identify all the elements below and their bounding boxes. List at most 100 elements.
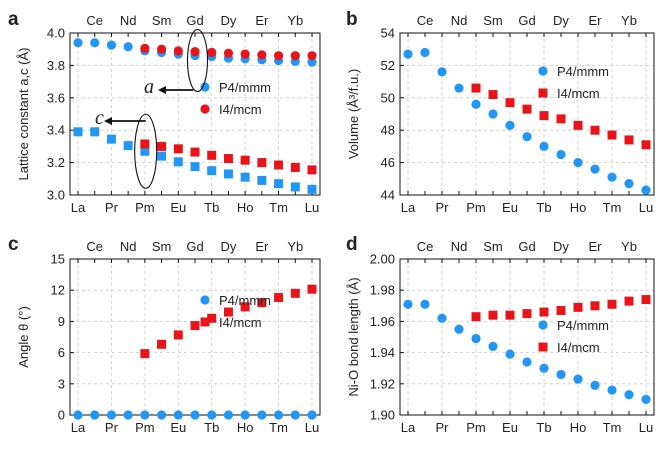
annotation-label-c: c (95, 107, 104, 129)
x-tick-label: Eu (170, 420, 186, 435)
data-point (590, 301, 600, 311)
panel-a: 3.0 3.2 3.4 3.6 3.8 4.0 La Ce Pr Nd Pm Sm Eu Gd Tb Dy Ho… (8, 9, 321, 215)
data-point (590, 380, 600, 390)
data-point (307, 57, 317, 67)
y-axis-label: Ni-O bond length (Å) (346, 277, 361, 396)
data-point (573, 120, 583, 130)
x-tick-label: Pm (466, 200, 486, 215)
panel-c: 0 3 6 9 12 15 La Ce Pr Nd Pm Sm Eu Gd Tb Dy Ho Er Tm Yb Lu An… (8, 234, 321, 435)
data-point (522, 309, 532, 319)
x-tick-label: La (401, 420, 416, 435)
x-tick-label-top: Er (255, 13, 269, 28)
legend-marker (200, 104, 210, 114)
y-axis-label: Lattice constant a,c (Å) (16, 48, 31, 181)
data-point (307, 51, 317, 61)
data-point (223, 410, 234, 420)
data-point (556, 114, 566, 124)
data-point (437, 67, 447, 77)
data-point (207, 150, 217, 160)
data-point (471, 83, 481, 93)
x-tick-label: Tb (536, 200, 551, 215)
data-point (207, 313, 217, 323)
data-point (454, 324, 464, 334)
data-point (607, 172, 617, 182)
y-tick-label: 3.2 (47, 155, 65, 170)
data-point (274, 292, 284, 302)
data-point (403, 299, 413, 309)
x-tick-label: Lu (305, 420, 319, 435)
data-point (207, 166, 217, 176)
y-tick-label: 50 (381, 90, 395, 105)
x-tick-label: Pr (436, 420, 450, 435)
legend-marker (200, 82, 210, 92)
x-tick-label-top: Yb (287, 13, 303, 28)
x-tick-label: Lu (639, 200, 653, 215)
x-tick-label: La (71, 420, 86, 435)
x-tick-label: La (71, 200, 86, 215)
x-tick-label: Eu (502, 200, 518, 215)
legend-label: P4/mmm (557, 64, 609, 79)
data-point (471, 312, 481, 322)
data-point (420, 47, 430, 58)
panel-d: 1.90 1.92 1.94 1.96 1.98 2.00 La Ce Pr Nd Pm Sm Eu Gd… (346, 234, 655, 435)
data-point (539, 111, 549, 121)
y-tick-label: 3.0 (47, 188, 65, 203)
y-tick-label: 1.98 (370, 283, 395, 298)
data-point (274, 160, 284, 170)
y-tick-label: 48 (381, 123, 395, 138)
data-point (123, 410, 133, 420)
x-tick-label-top: Yb (621, 13, 637, 28)
y-tick-label: 1.90 (370, 408, 395, 423)
data-point (522, 104, 532, 114)
data-point (123, 42, 133, 52)
y-tick-label: 12 (51, 283, 65, 298)
y-tick-label: 3.8 (47, 58, 65, 73)
x-tick-label-top: Dy (553, 239, 569, 254)
x-tick-label: Pm (466, 420, 486, 435)
x-tick-label-top: Yb (287, 239, 303, 254)
x-tick-label: Pm (135, 200, 155, 215)
data-point (157, 339, 167, 349)
data-point (156, 44, 167, 54)
data-point (607, 130, 617, 140)
x-tick-label: Tm (269, 200, 288, 215)
legend-label: I4/mcm (219, 102, 262, 117)
x-tick-label: Ho (570, 200, 587, 215)
y-tick-label: 54 (381, 26, 395, 41)
x-tick-label-top: Sm (483, 239, 503, 254)
data-point (556, 369, 566, 380)
legend-marker (538, 342, 548, 352)
data-point (505, 310, 515, 320)
y-tick-label: 52 (381, 58, 395, 73)
x-tick-label: Lu (639, 420, 653, 435)
data-point (437, 313, 447, 323)
data-point (240, 49, 250, 59)
y-axis-label: Angle θ (°) (16, 306, 31, 368)
legend-marker (200, 317, 210, 327)
plot-frame (399, 32, 655, 196)
x-tick-label: Tb (536, 420, 551, 435)
data-point (140, 146, 150, 156)
x-tick-label: Lu (305, 200, 319, 215)
data-point (539, 307, 549, 317)
legend-label: I4/mcm (219, 315, 262, 330)
x-tick-label-top: Nd (120, 239, 137, 254)
data-point (157, 141, 167, 151)
legend-label: I4/mcm (557, 340, 600, 355)
data-point (522, 357, 532, 367)
data-point (539, 363, 549, 373)
data-point (223, 48, 234, 58)
panel-letter: b (346, 9, 358, 30)
x-tick-label: Pr (105, 200, 119, 215)
x-tick-label: Ho (570, 420, 587, 435)
y-tick-label: 3.6 (47, 90, 65, 105)
data-point (641, 295, 651, 305)
x-tick-label: Ho (237, 420, 254, 435)
data-point (290, 162, 300, 172)
y-tick-label: 1.94 (370, 345, 395, 360)
data-point (190, 47, 200, 57)
data-point (207, 410, 217, 420)
data-point (471, 333, 481, 344)
data-point (624, 135, 634, 145)
x-tick-label-top: Gd (186, 239, 203, 254)
